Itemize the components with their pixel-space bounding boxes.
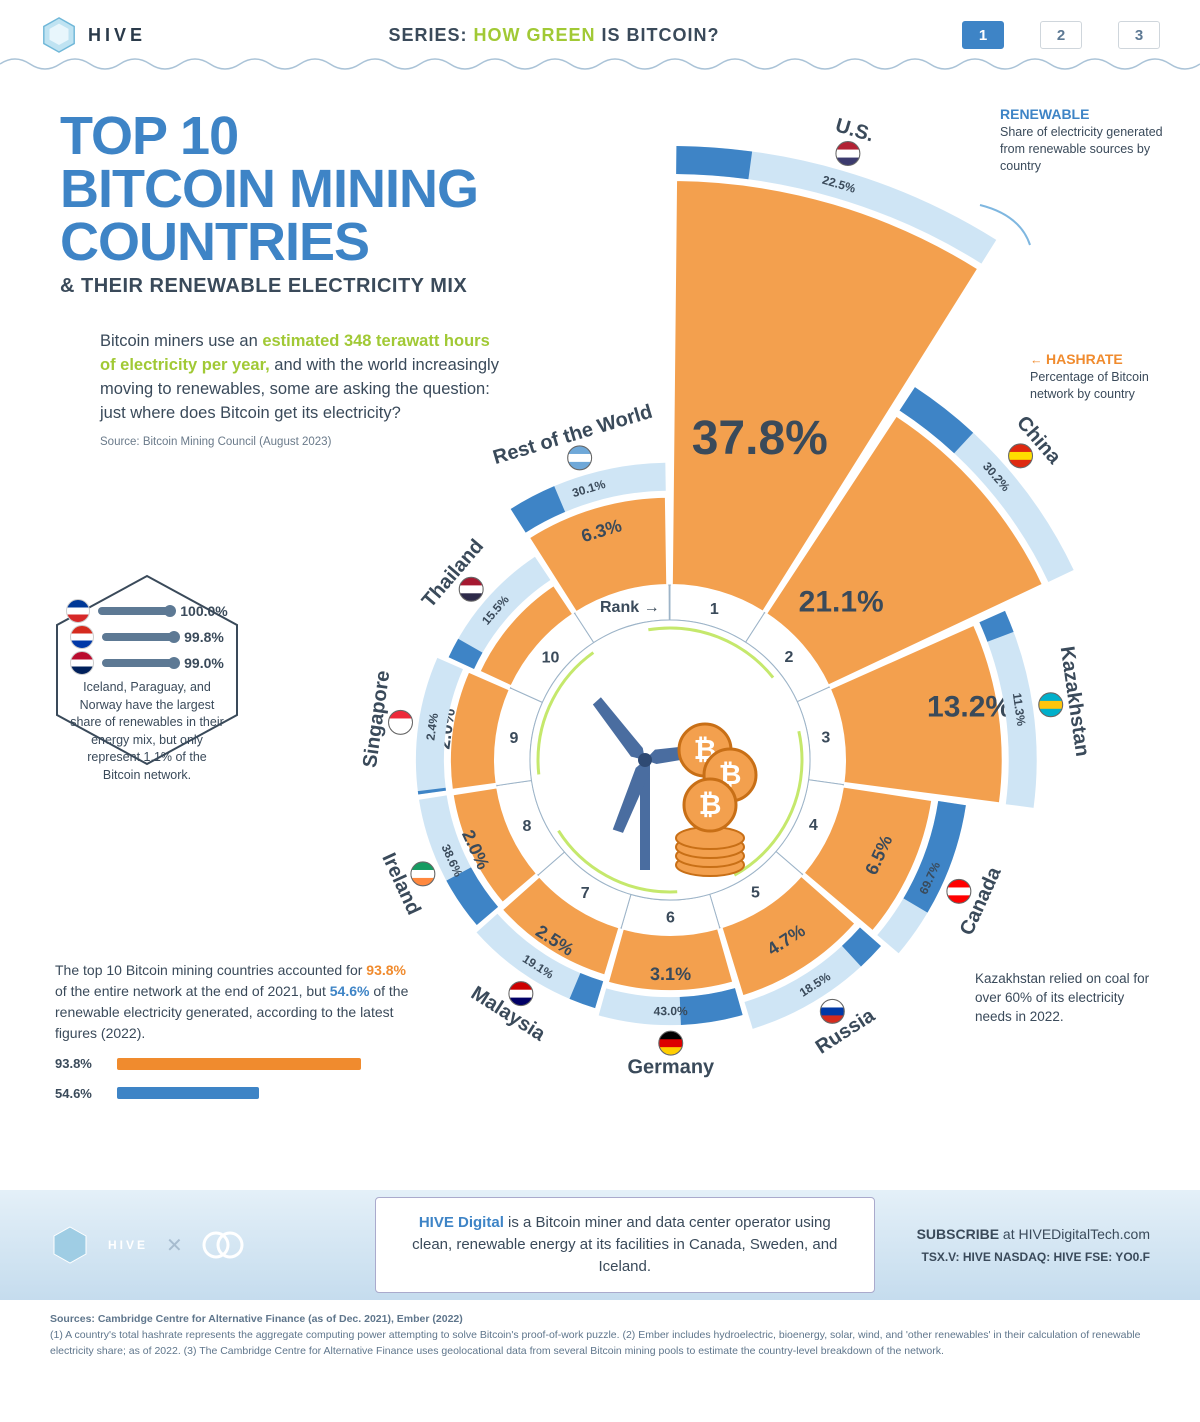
footer-logos: HIVE ✕ [50,1225,245,1265]
rank-number: 4 [809,817,818,834]
footer-box-hd: HIVE Digital [419,1214,504,1231]
renew-fill [680,988,743,1025]
rank-number: 5 [751,884,760,901]
hashrate-label: 21.1% [799,585,884,618]
country-name: U.S. [833,114,877,146]
flag-icon [70,625,94,649]
bar-label: 93.8% [55,1054,107,1074]
country-name: Thailand [418,535,488,612]
nav-pill-2[interactable]: 2 [1040,21,1082,49]
sources: Sources: Cambridge Centre for Alternativ… [50,1312,1150,1359]
series-nav: 1 2 3 [962,21,1160,49]
hashrate-label: 3.1% [650,964,691,984]
svg-text:₿: ₿ [699,789,722,820]
hive-hex-icon [40,16,78,54]
rank-number: 6 [666,909,675,926]
flag-icon [70,651,94,675]
flag-icon [66,599,90,623]
brand-logo: HIVE [40,16,146,54]
hex-bar [98,607,172,615]
rank-number: 1 [710,601,719,618]
footer-x-icon: ✕ [166,1233,183,1258]
footer-box: HIVE Digital is a Bitcoin miner and data… [375,1197,875,1292]
hashrate-label: 37.8% [692,412,828,465]
series-prefix: SERIES: [388,25,467,45]
footer: HIVE ✕ HIVE Digital is a Bitcoin miner a… [0,1190,1200,1300]
nav-pill-1[interactable]: 1 [962,21,1004,49]
hex-bar [102,659,176,667]
series-suffix: IS BITCOIN? [602,25,720,45]
country-name: Malaysia [467,982,550,1046]
hex-bar [102,633,176,641]
rank-number: 10 [542,649,560,666]
sources-main: Sources: Cambridge Centre for Alternativ… [50,1313,463,1325]
footer-subscribe: SUBSCRIBE at HIVEDigitalTech.com TSX.V: … [917,1223,1150,1268]
footer-hive-icon [50,1225,90,1265]
renew-label: 43.0% [654,1004,688,1018]
footer-partner-icon [201,1228,245,1262]
radial-chart: 137.8%22.5%U.S.221.1%30.2%China313.2%11.… [170,100,1170,1160]
brand-name: HIVE [88,25,146,46]
footer-tickers: TSX.V: HIVE NASDAQ: HIVE FSE: YO0.F [922,1250,1151,1264]
hashrate-label: 13.2% [927,691,1012,724]
series-title: SERIES: HOW GREEN IS BITCOIN? [146,25,962,46]
header-divider-wave [0,54,1200,74]
rank-number: 7 [581,885,590,902]
rank-header: Rank → [600,599,660,616]
series-green: HOW GREEN [474,25,596,45]
sources-notes: (1) A country's total hashrate represent… [50,1329,1140,1357]
footer-brand: HIVE [108,1238,148,1252]
renew-fill [676,146,752,179]
country-name: Germany [627,1056,715,1078]
bar-label: 54.6% [55,1084,107,1104]
footer-sub-at: at HIVEDigitalTech.com [999,1226,1150,1242]
rank-number: 2 [785,649,794,666]
footer-sub-lbl: SUBSCRIBE [917,1226,999,1242]
rank-number: 9 [510,730,519,747]
rank-number: 8 [523,818,532,835]
nav-pill-3[interactable]: 3 [1118,21,1160,49]
rank-number: 3 [821,729,830,746]
